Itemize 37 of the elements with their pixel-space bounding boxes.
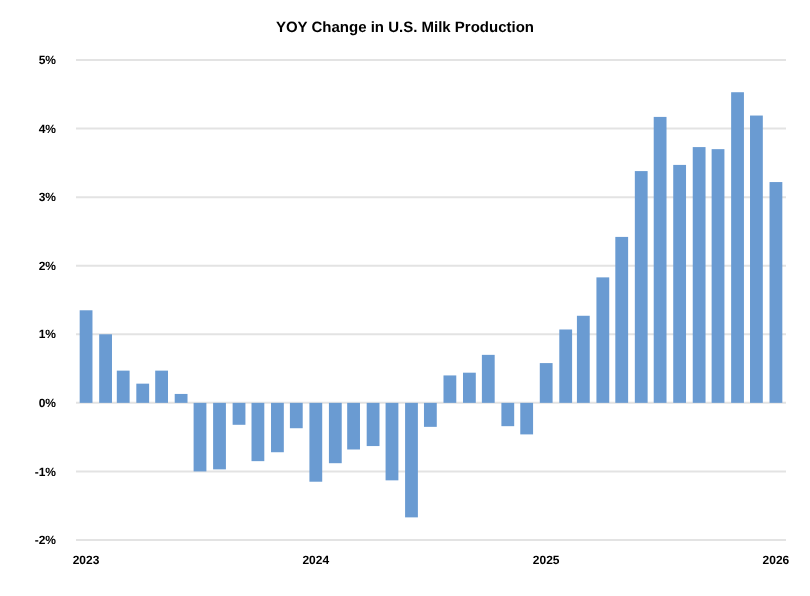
bar (559, 329, 573, 403)
bar (501, 402, 515, 427)
bar (385, 402, 399, 481)
bar (251, 402, 265, 462)
bar (443, 375, 457, 403)
bar (463, 372, 476, 403)
bar (328, 402, 342, 464)
bar (271, 402, 284, 453)
bar (769, 182, 783, 403)
bar (615, 236, 629, 403)
bar (634, 171, 648, 403)
bar (366, 402, 380, 447)
bar (213, 402, 226, 470)
bar (692, 147, 706, 403)
bar (596, 277, 610, 403)
bar (731, 92, 744, 403)
bar (711, 149, 725, 403)
bar (99, 334, 112, 403)
bar (576, 315, 590, 403)
bar (155, 370, 168, 403)
bar (232, 402, 246, 425)
bar (193, 402, 207, 472)
bar (520, 402, 534, 435)
bar (116, 370, 130, 403)
bar (750, 115, 763, 403)
bar (539, 363, 553, 403)
bar (481, 354, 495, 403)
bar (309, 402, 323, 482)
bar (174, 393, 188, 403)
bar (79, 310, 93, 403)
bar (289, 402, 303, 429)
bar (673, 164, 687, 403)
bar (423, 402, 437, 427)
bar (136, 383, 150, 403)
bar (653, 116, 667, 403)
bar (347, 402, 360, 450)
bar (405, 402, 418, 518)
